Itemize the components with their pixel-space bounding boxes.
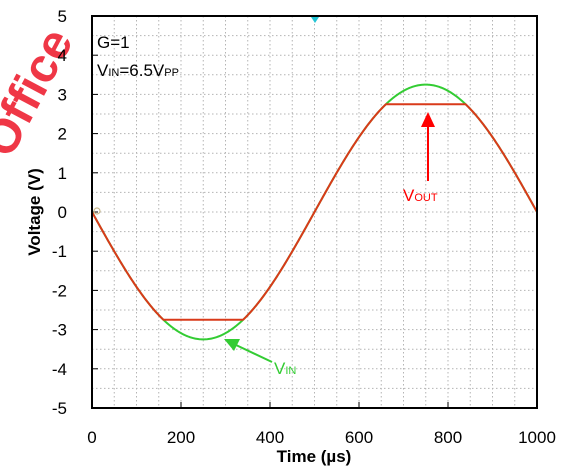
plot-frame xyxy=(91,15,538,409)
y-tick-labels: 5 4 3 2 1 0 -1 -2 -3 -4 -5 xyxy=(52,7,67,418)
svg-text:Of: Of xyxy=(0,262,5,335)
vout-arrowhead-icon xyxy=(421,112,435,127)
vin-label: VIN xyxy=(274,359,296,378)
y-axis-title: Voltage (V) xyxy=(25,168,44,256)
series-lines xyxy=(91,83,538,341)
vin-arrow xyxy=(235,344,273,363)
y-tick-label: -5 xyxy=(52,399,67,418)
y-tick-label: -3 xyxy=(52,321,67,340)
x-tick-labels: 0 200 400 600 800 1000 xyxy=(87,428,556,447)
y-tick-label: 3 xyxy=(58,85,67,104)
origin-marker-icon xyxy=(93,207,101,215)
y-tick-label: 5 xyxy=(58,7,67,26)
trigger-marker-icon xyxy=(311,17,319,23)
y-tick-label: -2 xyxy=(52,281,67,300)
vin-arrowhead-icon xyxy=(224,339,240,351)
vout-label: VOUT xyxy=(403,186,438,205)
y-tick-label: 0 xyxy=(58,203,67,222)
y-tick-label: 4 xyxy=(58,46,67,65)
svg-text:Office: Office xyxy=(0,20,84,165)
x-tick-label: 1000 xyxy=(518,428,556,447)
y-tick-label: -4 xyxy=(52,360,67,379)
x-tick-label: 800 xyxy=(434,428,462,447)
gain-label: G=1 xyxy=(97,33,130,52)
vin-amplitude-label: VIN=6.5VPP xyxy=(97,61,179,80)
x-tick-label: 200 xyxy=(167,428,195,447)
y-tick-label: 2 xyxy=(58,125,67,144)
series-vout-line xyxy=(91,103,538,321)
y-tick-label: 1 xyxy=(58,164,67,183)
x-tick-label: 400 xyxy=(256,428,284,447)
x-tick-label: 0 xyxy=(87,428,96,447)
x-axis-title: Time (µs) xyxy=(277,447,352,466)
y-tick-label: -1 xyxy=(52,242,67,261)
x-tick-label: 600 xyxy=(345,428,373,447)
